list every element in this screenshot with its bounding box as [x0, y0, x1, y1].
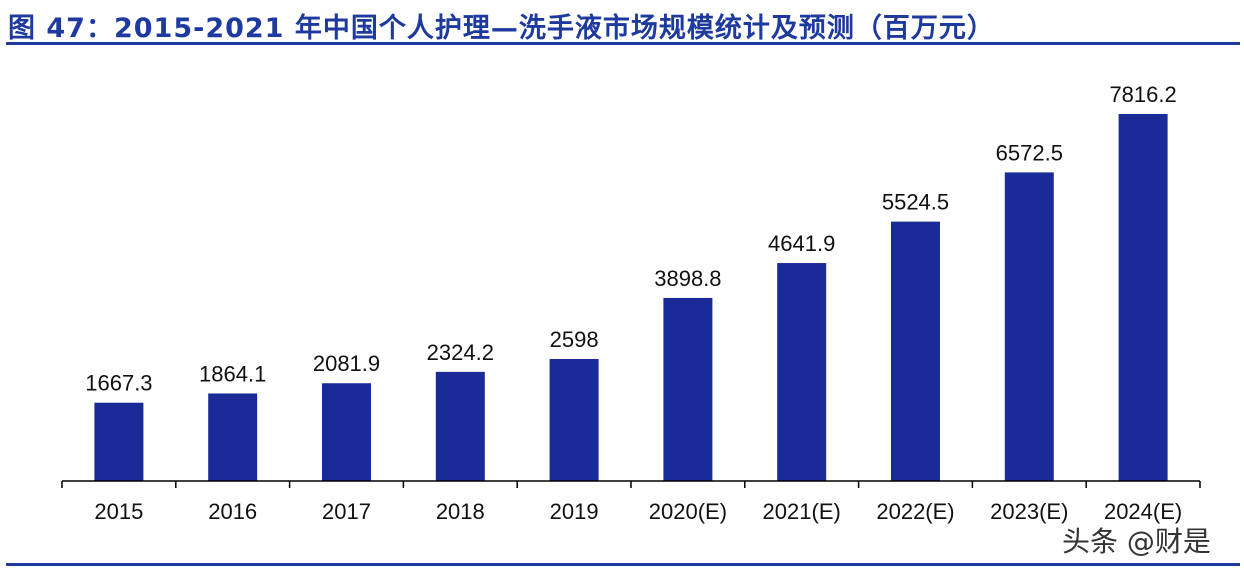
data-label: 2598	[550, 327, 599, 352]
data-label: 7816.2	[1109, 82, 1176, 107]
x-tick-label: 2022(E)	[876, 499, 954, 524]
x-tick-label: 2020(E)	[649, 499, 727, 524]
data-label: 6572.5	[996, 140, 1063, 165]
title-divider	[6, 42, 1240, 45]
data-label: 4641.9	[768, 231, 835, 256]
bar	[1004, 172, 1054, 481]
data-label: 2324.2	[427, 340, 494, 365]
bar	[1118, 114, 1168, 481]
bar	[663, 297, 713, 481]
bar	[435, 371, 485, 481]
x-tick-label: 2015	[94, 499, 143, 524]
bar	[891, 221, 940, 481]
bar	[549, 359, 599, 481]
watermark: 头条 @财是	[1062, 525, 1211, 558]
data-label: 1667.3	[85, 371, 152, 396]
bar	[208, 393, 258, 481]
x-tick-label: 2019	[550, 499, 599, 524]
data-label: 2081.9	[313, 351, 380, 376]
data-label: 1864.1	[199, 361, 266, 386]
x-tick-label: 2024(E)	[1104, 499, 1182, 524]
x-tick-label: 2023(E)	[990, 499, 1068, 524]
data-label: 3898.8	[654, 266, 721, 291]
data-label: 5524.5	[882, 190, 949, 215]
x-tick-label: 2021(E)	[763, 499, 841, 524]
x-tick-label: 2016	[208, 499, 257, 524]
bottom-divider	[6, 563, 1240, 566]
bar	[777, 263, 827, 481]
chart-title: 图 47：2015-2021 年中国个人护理—洗手液市场规模统计及预测（百万元）	[8, 13, 995, 44]
bar	[322, 383, 371, 481]
x-tick-label: 2018	[436, 499, 485, 524]
x-tick-label: 2017	[322, 499, 371, 524]
bar	[94, 402, 144, 481]
